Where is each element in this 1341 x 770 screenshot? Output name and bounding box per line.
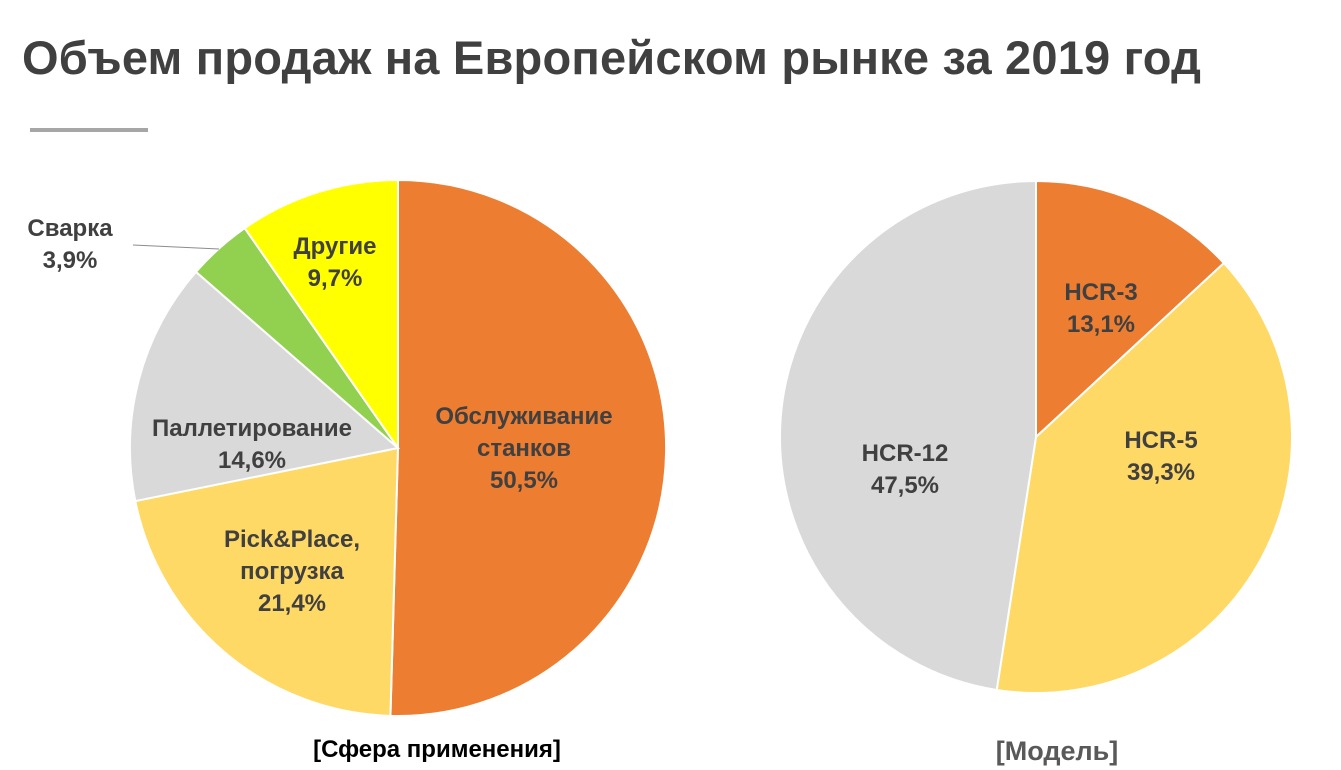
pie-slice (1035, 179, 1226, 440)
slice-category-label: HCR-5 (1124, 427, 1197, 454)
slice-category-label: HCR-3 (1064, 279, 1137, 306)
application-pie-caption: [Сфера применения] (313, 736, 561, 763)
model-pie-chart: HCR-3 13,1% HCR-5 39,3% HCR-12 47,5% (779, 179, 1293, 695)
slice-data-label: Паллетирование 14,6% (152, 415, 352, 474)
slice-category-label: Сварка (27, 215, 113, 242)
slice-value-label: 14,6% (218, 447, 286, 474)
slice-category-label: погрузка (240, 558, 344, 585)
slice-category-label: Обслуживание (435, 403, 612, 430)
slice-category-label: Pick&Place, (224, 526, 360, 553)
slice-value-label: 39,3% (1127, 459, 1195, 486)
slice-category-label: HCR-12 (862, 440, 949, 467)
pie-slice (243, 178, 399, 452)
pie-slice (129, 270, 401, 503)
slice-value-label: 47,5% (871, 472, 939, 499)
slice-data-label: Другие 9,7% (294, 233, 377, 292)
slice-value-label: 9,7% (308, 265, 363, 292)
leader-line (132, 244, 220, 250)
pie-slice (779, 179, 1037, 692)
slice-data-label: Сварка 3,9% (27, 215, 113, 274)
application-pie-chart: Обслуживание станков 50,5% Pick&Place, погру… (27, 178, 668, 717)
slice-value-label: 3,9% (43, 247, 98, 274)
slice-category-label: станков (477, 435, 571, 462)
slice-category-label: Паллетирование (152, 415, 352, 442)
slice-data-label: HCR-5 39,3% (1124, 427, 1197, 486)
pie-slice (995, 261, 1293, 695)
pie-slice (389, 178, 668, 717)
slice-data-label: HCR-3 13,1% (1064, 279, 1137, 338)
slice-data-label: Pick&Place, погрузка 21,4% (224, 526, 360, 617)
slice-data-label: HCR-12 47,5% (862, 440, 949, 499)
slice-category-label: Другие (294, 233, 377, 260)
slice-value-label: 21,4% (258, 590, 326, 617)
title-divider (30, 128, 148, 132)
pie-slice (134, 446, 400, 717)
page-title: Объем продаж на Европейском рынке за 201… (22, 31, 1202, 84)
slice-data-label: Обслуживание станков 50,5% (435, 403, 612, 494)
model-pie-caption: [Модель] (996, 736, 1119, 766)
slice-value-label: 50,5% (490, 467, 558, 494)
slice-value-label: 13,1% (1067, 311, 1135, 338)
